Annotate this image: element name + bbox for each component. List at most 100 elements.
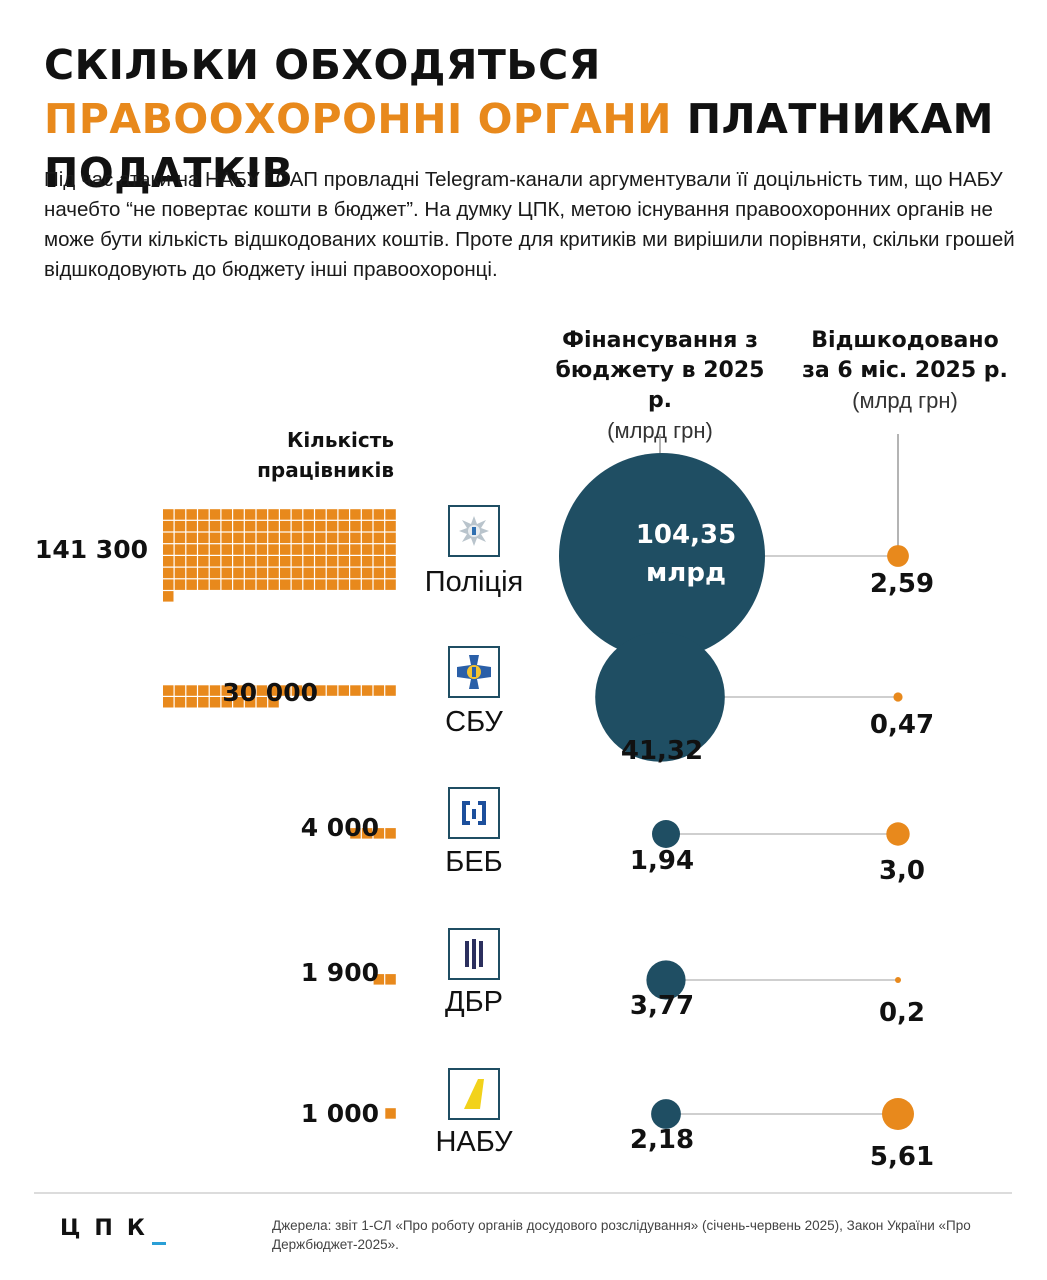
staff-value-nabu: 1 000 [300, 1099, 379, 1128]
staff-square-police [233, 532, 244, 544]
staff-square-police [291, 520, 303, 532]
funding-value-nabu: 2,18 [629, 1125, 695, 1155]
staff-square-police [350, 509, 361, 520]
staff-square-police [198, 509, 209, 520]
funding-value-police-unit: млрд [646, 558, 726, 588]
staff-square-police [186, 509, 197, 520]
staff-square-police [233, 520, 244, 532]
staff-square-police [326, 532, 338, 544]
recovered-value-dbr: 0,2 [878, 998, 926, 1028]
title-part-3: ПЛАТНИКАМ ПОДАТКІВ [44, 95, 994, 197]
staff-square-sbu [256, 697, 268, 708]
sources-note: Джерела: звіт 1-СЛ «Про роботу органів д… [272, 1218, 971, 1252]
staff-value-beb: 4 000 [300, 813, 379, 842]
staff-square-police [268, 532, 279, 544]
staff-square-police [373, 567, 385, 579]
staff-square-police [256, 544, 268, 555]
title-part-1: СКІЛЬКИ ОБХОДЯТЬСЯ [44, 41, 601, 89]
staff-square-police [174, 532, 186, 544]
staff-square-police [303, 544, 314, 555]
recovered-value-sbu: 0,47 [869, 710, 935, 740]
police-star-icon [448, 505, 500, 557]
agency-label-sbu: СБУ [445, 706, 503, 738]
staff-square-police [315, 579, 326, 590]
recovered-bubble-dbr [895, 977, 901, 983]
recovered-value-beb: 3,0 [878, 856, 926, 886]
staff-square-police [174, 579, 186, 590]
staff-square-sbu [280, 685, 291, 696]
staff-square-sbu [373, 685, 385, 696]
staff-square-police [373, 532, 385, 544]
staff-square-police [338, 544, 349, 555]
recovered-bubble-nabu [882, 1098, 914, 1130]
recovered-header-unit: (млрд грн) [852, 388, 958, 413]
staff-square-police [385, 532, 396, 544]
staff-square-police [303, 520, 314, 532]
funding-value-dbr: 3,77 [629, 991, 695, 1021]
staff-square-police [303, 579, 314, 590]
staff-square-sbu [233, 685, 244, 696]
staff-square-police [198, 567, 209, 579]
staff-square-police [280, 509, 291, 520]
staff-square-police [303, 556, 314, 567]
staff-square-police [350, 579, 361, 590]
staff-square-police [291, 544, 303, 555]
beb-emblem-icon [448, 787, 500, 839]
staff-square-police [361, 532, 373, 544]
staff-square-police [315, 532, 326, 544]
staff-square-dbr [385, 974, 396, 985]
staff-square-sbu [244, 697, 256, 708]
staff-square-police [303, 532, 314, 544]
staff-square-police [221, 544, 232, 555]
staff-square-police [209, 567, 221, 579]
funding-value-sbu: 41,32 [620, 736, 704, 766]
staff-square-police [385, 556, 396, 567]
staff-square-police [350, 544, 361, 555]
funding-value-beb: 1,94 [629, 846, 695, 876]
staff-square-police [163, 556, 174, 567]
staff-square-police [268, 579, 279, 590]
staff-square-police [315, 509, 326, 520]
staff-square-police [244, 509, 256, 520]
staff-square-sbu [209, 697, 221, 708]
staff-square-police [163, 520, 174, 532]
staff-square-sbu [385, 685, 396, 696]
staff-square-police [221, 579, 232, 590]
staff-square-sbu [186, 685, 197, 696]
staff-square-police [326, 567, 338, 579]
staff-square-police [350, 556, 361, 567]
staff-square-police [198, 544, 209, 555]
staff-square-police [326, 509, 338, 520]
staff-square-police [338, 520, 349, 532]
staff-square-police [280, 532, 291, 544]
staff-square-sbu [350, 685, 361, 696]
staff-square-police [174, 520, 186, 532]
footer-divider [34, 1192, 1012, 1194]
staff-square-beb [350, 828, 361, 839]
staff-square-nabu [385, 1108, 396, 1119]
staff-square-police [186, 567, 197, 579]
staff-square-police [315, 544, 326, 555]
funding-bubble-beb [652, 820, 680, 848]
sbu-cross-icon [448, 646, 500, 698]
staff-square-police [350, 520, 361, 532]
staff-square-police [303, 567, 314, 579]
staff-square-police [198, 532, 209, 544]
staff-square-police [233, 556, 244, 567]
staff-square-sbu [198, 685, 209, 696]
staff-square-police [280, 544, 291, 555]
staff-square-police [373, 579, 385, 590]
staff-square-police [338, 532, 349, 544]
cpk-logo: ЦПК [60, 1216, 159, 1241]
staff-square-police [233, 579, 244, 590]
staff-square-police [163, 591, 174, 602]
staff-square-police [244, 520, 256, 532]
staff-square-police [221, 532, 232, 544]
staff-square-sbu [186, 697, 197, 708]
intro-paragraph: Під час атаки на НАБУ і САП провладні Te… [44, 168, 1015, 281]
page-title: СКІЛЬКИ ОБХОДЯТЬСЯ ПРАВООХОРОННІ ОРГАНИ … [44, 38, 1024, 200]
staff-square-police [291, 567, 303, 579]
recovered-bubble-beb [886, 822, 910, 846]
staff-square-police [361, 579, 373, 590]
staff-square-sbu [174, 685, 186, 696]
